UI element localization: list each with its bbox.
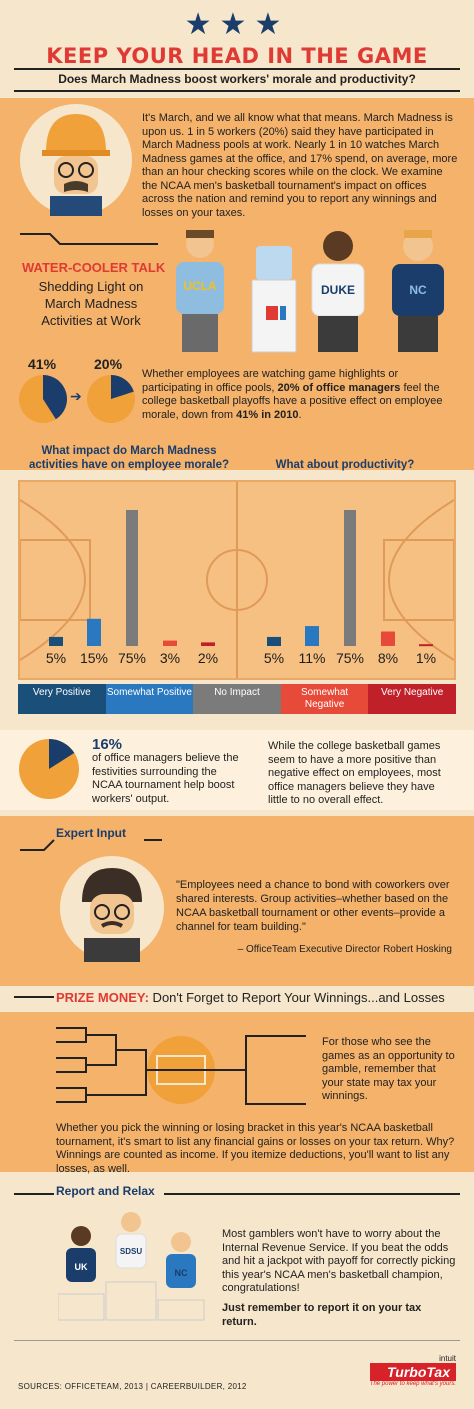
prize-body-text: Whether you pick the winning or losing b…	[56, 1122, 455, 1175]
pie-20-chart	[87, 375, 135, 423]
prize-rule-left	[14, 996, 54, 998]
bar-productivity-2	[344, 510, 356, 646]
court-lines	[20, 482, 454, 678]
bar-productivity-0	[267, 636, 281, 646]
nc-shirt-text: NC	[409, 283, 427, 297]
chart-legend: Very Positive Somewhat Positive No Impac…	[18, 684, 456, 714]
relax-text: Most gamblers won't have to worry about …	[222, 1228, 456, 1294]
bar-label-morale-4: 2%	[197, 650, 219, 666]
pie-20-slice	[111, 375, 134, 399]
expert-heading: Expert Input	[56, 826, 127, 840]
expert-bracket-line	[20, 839, 162, 851]
bar-label-productivity-2: 75%	[335, 650, 365, 666]
sixteen-percent-box	[0, 730, 474, 810]
pct-2013-label: 20%	[94, 356, 123, 372]
pie-41-slice	[43, 375, 68, 420]
morale-question: What impact do March Madness activities …	[28, 445, 230, 471]
page-subtitle: Does March Madness boost workers' morale…	[58, 72, 416, 86]
bar-label-productivity-0: 5%	[263, 650, 285, 666]
intro-paragraph: It's March, and we all know what that me…	[142, 112, 458, 219]
sixteen-percent-value: 16%	[92, 736, 123, 753]
bar-label-morale-0: 5%	[45, 650, 67, 666]
bar-label-productivity-1: 11%	[298, 650, 326, 666]
ucla-shirt-text: UCLA	[183, 279, 217, 293]
turbotax-logo[interactable]: intuit TurboTax The power to keep what's…	[369, 1354, 456, 1387]
legend-somewhat-negative: Somewhat Negative	[280, 684, 369, 714]
bar-morale-0	[49, 636, 63, 646]
relax-closing: Just remember to report it on your tax r…	[222, 1302, 422, 1328]
page-title: KEEP YOUR HEAD IN THE GAME	[46, 44, 428, 68]
legend-somewhat-positive: Somewhat Positive	[105, 684, 194, 714]
legend-no-impact: No Impact	[193, 684, 281, 714]
bar-label-morale-3: 3%	[159, 650, 181, 666]
bracket-line-icon	[20, 233, 158, 245]
expert-quote: "Employees need a chance to bond with co…	[176, 879, 450, 933]
sixteen-percent-text: of office managers believe the festiviti…	[92, 752, 239, 805]
pie-41-chart	[19, 375, 68, 423]
nc-podium-shirt-text: NC	[175, 1268, 188, 1278]
expert-avatar-icon	[60, 856, 164, 962]
bar-morale-2	[126, 510, 138, 646]
bar-charts	[49, 510, 433, 647]
bar-morale-4	[201, 642, 215, 646]
court-chart-area	[18, 480, 456, 680]
morale-change-paragraph: Whether employees are watching game high…	[142, 368, 443, 421]
bar-productivity-3	[381, 631, 395, 646]
prize-side-text: For those who see the games as an opport…	[322, 1036, 455, 1102]
sdsu-shirt-text: SDSU	[120, 1247, 142, 1256]
bar-morale-3	[163, 640, 177, 646]
prize-band	[0, 1012, 474, 1172]
productivity-question: What about productivity?	[275, 459, 415, 471]
pct-2010-label: 41%	[28, 356, 57, 372]
bracket-diagram-icon	[56, 1027, 306, 1105]
bar-label-morale-1: 15%	[79, 650, 109, 666]
pie-16-slice	[49, 739, 75, 769]
bar-label-productivity-3: 8%	[377, 650, 399, 666]
stars-decoration: ★★★	[184, 8, 290, 41]
water-cooler-title: WATER-COOLER TALK	[22, 260, 166, 275]
sources-text: SOURCES: OFFICETEAM, 2013 | CAREERBUILDE…	[18, 1382, 247, 1391]
bar-label-morale-2: 75%	[117, 650, 147, 666]
bar-label-productivity-4: 1%	[415, 650, 437, 666]
relax-heading: Report and Relax	[56, 1184, 155, 1198]
title-rule	[14, 68, 460, 70]
duke-shirt-text: DUKE	[321, 283, 355, 297]
bar-productivity-4	[419, 644, 433, 647]
subtitle-rule	[14, 90, 460, 92]
effect-summary-text: While the college basketball games seem …	[268, 740, 441, 806]
uk-shirt-text: UK	[75, 1262, 88, 1272]
worker-avatar-icon	[20, 104, 132, 216]
bar-productivity-1	[305, 626, 319, 646]
water-cooler-group-icon: UCLA DUKE NC	[176, 230, 444, 353]
legend-very-positive: Very Positive	[18, 684, 106, 714]
footer-rule	[14, 1340, 460, 1341]
pie-16-chart	[19, 739, 79, 799]
prize-heading: PRIZE MONEY: Don't Forget to Report Your…	[56, 990, 445, 1005]
water-cooler-subtitle: Shedding Light on March Madness Activiti…	[38, 279, 144, 328]
relax-rule	[14, 1193, 460, 1195]
legend-very-negative: Very Negative	[368, 684, 456, 714]
bar-morale-1	[87, 618, 101, 646]
expert-attribution: – OfficeTeam Executive Director Robert H…	[237, 944, 452, 955]
podium-icon: UK SDSU NC	[58, 1212, 205, 1321]
arrow-right-icon: ➔	[70, 388, 82, 404]
